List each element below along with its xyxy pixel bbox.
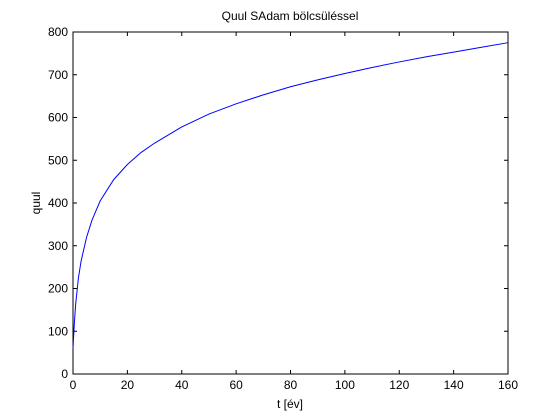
x-tick-label: 60 — [229, 378, 243, 392]
x-axis-ticks: 0 20 40 60 80 100 120 140 160 — [70, 32, 518, 392]
series-line — [72, 42, 509, 349]
y-tick-label: 700 — [48, 68, 68, 82]
y-tick-label: 400 — [48, 196, 68, 210]
y-tick-label: 600 — [48, 111, 68, 125]
x-axis-label: t [év] — [277, 397, 303, 411]
chart-title: Quul SAdam bölcsüléssel — [222, 9, 359, 23]
y-tick-label: 800 — [48, 25, 68, 39]
series-group — [72, 42, 509, 349]
x-tick-label: 120 — [389, 378, 409, 392]
y-tick-label: 0 — [61, 367, 68, 381]
x-tick-label: 100 — [335, 378, 355, 392]
x-tick-label: 0 — [70, 378, 77, 392]
y-tick-label: 100 — [48, 324, 68, 338]
plot-area — [72, 31, 509, 375]
x-tick-label: 140 — [444, 378, 464, 392]
y-tick-label: 500 — [48, 153, 68, 167]
y-axis-ticks: 0 100 200 300 400 500 600 700 800 — [48, 25, 508, 381]
x-tick-label: 160 — [498, 378, 518, 392]
y-tick-label: 300 — [48, 239, 68, 253]
x-tick-label: 80 — [284, 378, 298, 392]
x-tick-label: 40 — [175, 378, 189, 392]
y-tick-label: 200 — [48, 282, 68, 296]
y-axis-label: quul — [29, 192, 43, 215]
x-tick-label: 20 — [121, 378, 135, 392]
